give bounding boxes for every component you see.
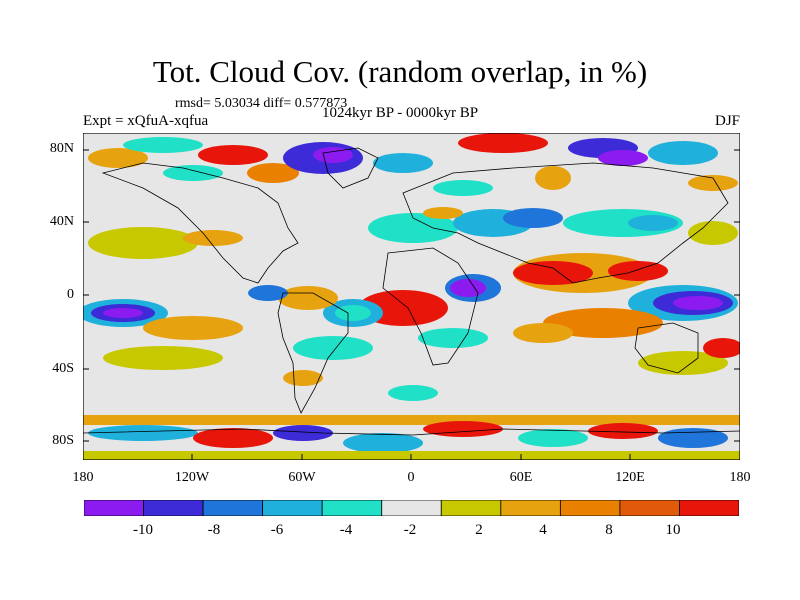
south-america-coast (277, 292, 349, 414)
colorbar-label: -6 (270, 522, 284, 538)
colorbar-label: -4 (339, 522, 353, 538)
x-tick-label: 180 (729, 470, 751, 485)
x-tick-label: 180 (72, 470, 94, 485)
colorbar-segment (143, 500, 204, 516)
colorbar-label: 4 (539, 522, 547, 538)
x-tick-label: 60W (288, 470, 316, 485)
stats-line: rmsd= 5.03034 diff= 0.577873 (175, 96, 348, 111)
anomaly-field (83, 133, 740, 460)
colorbar-segment (202, 500, 264, 516)
antarctic-band (83, 415, 740, 460)
x-tick-label: 120W (174, 470, 210, 485)
colorbar-label: 2 (475, 522, 483, 538)
period-label: 1024kyr BP - 0000kyr BP (322, 105, 479, 121)
colorbar-segment (679, 500, 739, 516)
axis-ticks (83, 149, 740, 460)
colorbar-label: 8 (605, 522, 613, 538)
colorbar-label: 10 (665, 522, 681, 538)
colorbar-segment (559, 500, 621, 516)
coastlines (83, 147, 740, 436)
colorbar-label: -10 (133, 522, 153, 538)
africa-coast (382, 247, 479, 366)
x-tick-label: 60E (509, 470, 533, 485)
y-tick-label: 80S (52, 433, 74, 448)
colorbar-label: -2 (403, 522, 417, 538)
colorbar-segment (619, 500, 680, 516)
tropical-band (83, 253, 738, 343)
mid-latitude-north (88, 207, 738, 259)
y-tick-label: 0 (67, 287, 74, 302)
colorbar-segment (440, 500, 502, 516)
x-tick-label: 120E (615, 470, 645, 485)
colorbar-segment (321, 500, 383, 516)
colorbar-segment (262, 500, 323, 516)
x-tick-label: 0 (407, 470, 415, 485)
y-tick-label: 80N (49, 141, 74, 156)
season-label: DJF (714, 113, 740, 129)
eurasia-coast (402, 162, 729, 284)
plot-title: Tot. Cloud Cov. (random overlap, in %) (152, 54, 648, 89)
experiment-label: Expt = xQfuA-xqfua (83, 113, 209, 129)
mid-latitude-south (103, 328, 740, 401)
arctic-band (88, 133, 738, 196)
colorbar-segment (381, 500, 442, 516)
y-tick-label: 40S (52, 361, 74, 376)
colorbar-segment (500, 500, 561, 516)
colorbar-segment (84, 500, 144, 516)
colorbar (84, 500, 739, 516)
y-tick-label: 40N (49, 214, 74, 229)
greenland-coast (322, 147, 379, 189)
north-america-coast (101, 162, 299, 284)
australia-coast (634, 322, 699, 374)
anomaly-map (83, 133, 740, 460)
antarctica-coast (83, 428, 740, 436)
colorbar-label: -8 (207, 522, 221, 538)
